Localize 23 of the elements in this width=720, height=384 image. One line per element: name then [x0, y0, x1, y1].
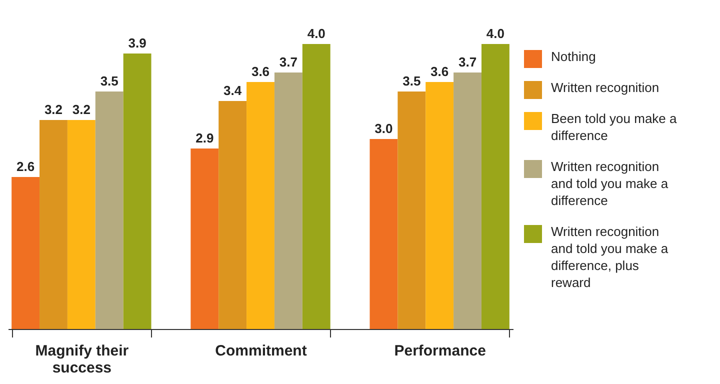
data-label: 2.9	[196, 130, 214, 146]
data-label: 3.2	[72, 102, 90, 117]
legend-label: Written recognition and told you make a difference	[551, 159, 669, 208]
data-label: 3.0	[374, 121, 393, 136]
legend-label: Nothing	[551, 49, 596, 64]
data-label: 3.7	[279, 54, 298, 70]
data-label: 3.7	[458, 54, 477, 70]
data-label: 2.6	[16, 159, 35, 174]
data-label: 3.5	[100, 74, 118, 88]
x-tick-label: Commitment	[215, 342, 307, 360]
x-tick-label: Magnify their success	[35, 342, 129, 376]
data-label: 3.6	[251, 64, 270, 79]
legend-label: Written recognition	[551, 80, 660, 95]
data-label: 4.0	[486, 26, 504, 41]
legend-label: Written recognition and told you make a difference, plus reward	[551, 224, 669, 290]
data-label: 4.0	[307, 26, 326, 41]
data-label: 3.9	[128, 36, 146, 50]
x-tick-label: Performance	[394, 342, 486, 360]
data-label: 3.6	[430, 64, 449, 79]
data-label: 3.5	[402, 74, 421, 88]
data-label: 3.2	[44, 102, 63, 117]
legend-label: Been told you make a difference	[551, 111, 678, 143]
data-label: 3.4	[224, 83, 242, 98]
